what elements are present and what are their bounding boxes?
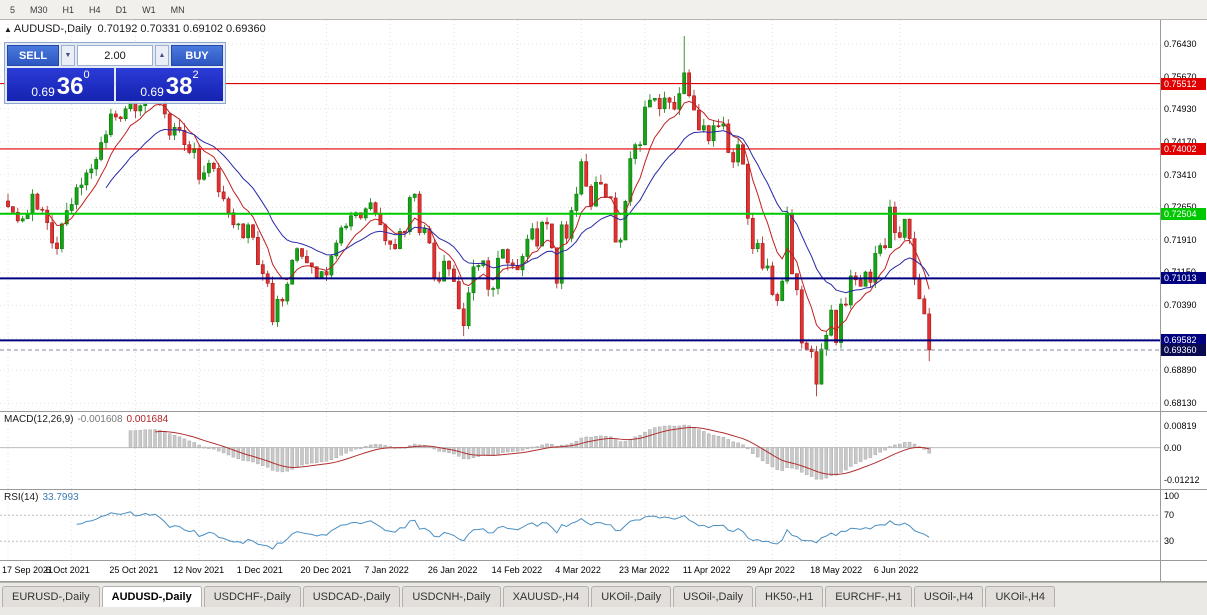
time-axis-label: 20 Dec 2021 [300,565,352,575]
price-level-tag: 0.72504 [1161,207,1206,220]
chart-tab[interactable]: USOil-,H4 [913,586,984,607]
timeframe-toolbar: 5 M30 H1 H4 D1 W1 MN [0,0,1207,20]
buy-price-pips: 38 [165,73,193,100]
buy-button[interactable]: BUY [171,45,223,66]
timeframe-button-mn[interactable]: MN [164,2,192,17]
macd-tick: 0.00 [1164,442,1182,453]
collapse-arrow-icon[interactable]: ▲ [4,25,12,34]
macd-row: MACD(12,26,9) -0.001608 0.001684 0.00819 0.… [0,412,1207,490]
buy-price-display[interactable]: 0.69 38 2 [116,68,223,101]
macd-canvas[interactable] [0,412,1160,489]
price-tick: 0.70390 [1164,300,1197,311]
volume-increase-button[interactable]: ▲ [155,45,169,66]
chart-symbol-label: AUDUSD-,Daily [13,23,92,35]
chart-tab[interactable]: AUDUSD-,Daily [101,586,202,607]
volume-input[interactable] [77,45,153,66]
chart-tab[interactable]: USDCAD-,Daily [302,586,401,607]
price-tick: 0.71910 [1164,234,1197,245]
chart-tab[interactable]: UKOil-,Daily [591,586,672,607]
macd-pane: MACD(12,26,9) -0.001608 0.001684 [0,412,1160,489]
chart-tab[interactable]: XAUUSD-,H4 [502,586,590,607]
price-level-tag: 0.69582 [1161,334,1206,347]
main-chart-canvas[interactable] [0,20,1160,411]
rsi-canvas[interactable] [0,490,1160,560]
rsi-pane: RSI(14) 33.7993 [0,490,1160,560]
rsi-scale[interactable]: 100 70 30 [1160,490,1206,560]
macd-label: MACD(12,26,9) -0.001608 0.001684 [4,414,168,425]
chart-tab[interactable]: USDCHF-,Daily [203,586,301,607]
price-level-tag: 0.71013 [1161,272,1206,285]
time-axis-label: 23 Mar 2022 [619,565,670,575]
rsi-tick: 70 [1164,510,1175,521]
macd-tick: 0.00819 [1164,420,1197,431]
chart-ohlc-values: 0.70192 0.70331 0.69102 0.69360 [97,23,266,35]
rsi-row: RSI(14) 33.7993 100 70 30 [0,490,1207,561]
time-axis-label: 4 Mar 2022 [555,565,601,575]
macd-signal-value: 0.001684 [126,414,169,425]
chart-tab[interactable]: USOil-,Daily [673,586,753,607]
timeframe-button-w1[interactable]: W1 [135,2,163,17]
time-axis-label: 29 Apr 2022 [746,565,795,575]
macd-main-value: -0.001608 [77,414,123,425]
buy-price-point: 2 [192,69,199,81]
time-axis-corner [1160,561,1206,581]
time-axis-label: 26 Jan 2022 [427,565,478,575]
sell-price-display[interactable]: 0.69 36 0 [7,68,114,101]
time-axis-label: 14 Feb 2022 [491,565,543,575]
time-axis-row: 17 Sep 2021 6 Oct 2021 25 Oct 2021 12 Nov 2… [0,561,1207,582]
buy-price-prefix: 0.69 [140,85,164,99]
sell-price-prefix: 0.69 [31,85,55,99]
price-tick: 0.74930 [1164,103,1197,114]
timeframe-button-d1[interactable]: D1 [109,2,135,17]
volume-decrease-button[interactable]: ▼ [61,45,75,66]
price-tick: 0.68130 [1164,398,1197,409]
one-click-trading-panel: SELL ▼ ▲ BUY 0.69 36 0 0.69 38 2 [4,42,226,104]
price-level-tag: 0.74002 [1161,142,1206,155]
price-tick: 0.72650 [1164,202,1197,212]
price-tick: 0.75670 [1164,72,1197,82]
rsi-name: RSI(14) [4,492,39,503]
time-axis-label: 11 Apr 2022 [682,565,731,575]
rsi-label: RSI(14) 33.7993 [4,492,79,503]
timeframe-button-m30[interactable]: M30 [23,2,55,17]
time-axis-label: 25 Oct 2021 [109,565,159,575]
sell-price-pips: 36 [56,73,84,100]
chart-tabs-bar: EURUSD-,Daily AUDUSD-,Daily USDCHF-,Dail… [0,582,1207,615]
price-level-tag: 0.75512 [1161,77,1206,90]
timeframe-button-h4[interactable]: H4 [82,2,108,17]
chart-tab[interactable]: UKOil-,H4 [985,586,1055,607]
sell-price-point: 0 [83,69,90,81]
chart-tab[interactable]: HK50-,H1 [755,586,824,607]
price-tick: 0.73410 [1164,169,1197,180]
price-scale[interactable]: 0.76430 0.75670 0.74930 0.74170 0.73410 0.726… [1160,20,1206,411]
time-axis-label: 12 Nov 2021 [173,565,225,575]
timeframe-button-5[interactable]: 5 [3,2,22,17]
macd-scale[interactable]: 0.00819 0.00 -0.01212 [1160,412,1206,489]
time-axis-label: 6 Jun 2022 [873,565,919,575]
time-axis-label: 1 Dec 2021 [236,565,283,575]
time-axis-label: 17 Sep 2021 [2,565,54,575]
chart-title: ▲ AUDUSD-,Daily 0.70192 0.70331 0.69102 0.… [4,23,266,35]
rsi-tick: 100 [1164,490,1180,501]
time-axis[interactable]: 17 Sep 2021 6 Oct 2021 25 Oct 2021 12 Nov 2… [0,561,1160,581]
rsi-value: 33.7993 [42,492,79,503]
macd-name: MACD(12,26,9) [4,414,74,425]
chart-tab[interactable]: EURUSD-,Daily [2,586,100,607]
price-tick: 0.68890 [1164,365,1197,376]
time-axis-label: 18 May 2022 [810,565,863,575]
macd-tick: -0.01212 [1164,475,1200,486]
chart-tab[interactable]: USDCNH-,Daily [402,586,501,607]
time-axis-label: 6 Oct 2021 [45,565,90,575]
main-chart-pane: ▲ AUDUSD-,Daily 0.70192 0.70331 0.69102 0.… [0,20,1160,411]
timeframe-button-h1[interactable]: H1 [56,2,82,17]
main-chart-row: ▲ AUDUSD-,Daily 0.70192 0.70331 0.69102 0.… [0,20,1207,412]
time-axis-label: 7 Jan 2022 [364,565,409,575]
price-tick: 0.76430 [1164,38,1197,49]
rsi-tick: 30 [1164,536,1175,547]
current-price-tag: 0.69360 [1161,343,1206,356]
sell-button[interactable]: SELL [7,45,59,66]
chart-tab[interactable]: EURCHF-,H1 [825,586,912,607]
price-tick: 0.74170 [1164,136,1197,147]
